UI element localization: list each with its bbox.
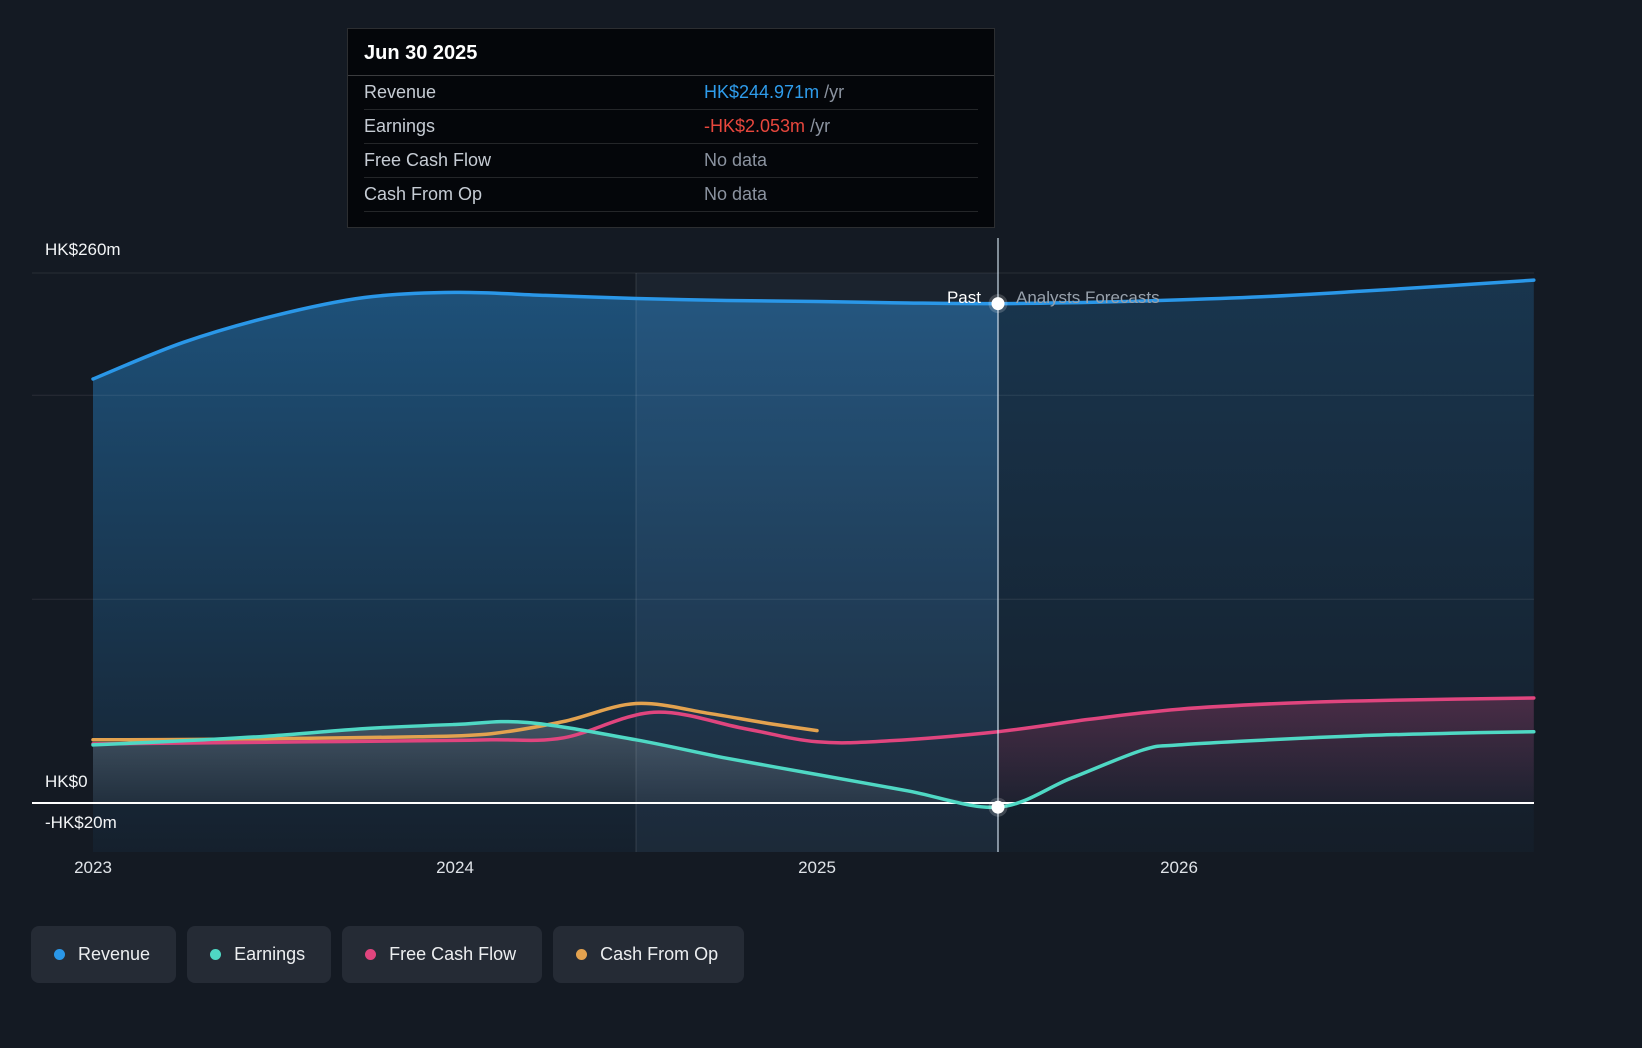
chart-legend: Revenue Earnings Free Cash Flow Cash Fro… [31, 926, 745, 983]
tooltip-date: Jun 30 2025 [348, 29, 994, 76]
past-label: Past [946, 288, 981, 307]
x-axis-tick-2025: 2025 [798, 858, 836, 877]
tooltip-label-free-cash-flow: Free Cash Flow [364, 150, 492, 170]
legend-label-free-cash-flow: Free Cash Flow [389, 944, 517, 964]
tooltip-suffix-earnings: /yr [805, 116, 831, 136]
tooltip-label-revenue: Revenue [364, 82, 437, 102]
analysts-forecasts-label: Analysts Forecasts [1016, 288, 1160, 307]
revenue-area-past [93, 292, 998, 852]
tooltip-row-revenue: Revenue HK$244.971m /yr [364, 76, 978, 110]
y-axis-label-min: -HK$20m [45, 813, 117, 832]
earnings-line [91, 719, 1536, 810]
tooltip-value-revenue: HK$244.971m [704, 82, 820, 102]
cash-from-op-dot-icon [576, 949, 588, 960]
free-cash-flow-area-forecast [998, 698, 1534, 803]
tooltip-row-cash-from-op: Cash From Op No data [364, 178, 978, 212]
earnings-marker-dot [991, 800, 1005, 814]
legend-item-earnings[interactable]: Earnings [187, 926, 332, 983]
tooltip-row-earnings: Earnings -HK$2.053m /yr [364, 110, 978, 144]
legend-label-revenue: Revenue [78, 944, 151, 964]
x-axis-tick-2023: 2023 [74, 858, 112, 877]
tooltip-value-free-cash-flow: No data [704, 150, 768, 170]
revenue-dot-icon [54, 949, 65, 960]
y-axis-label-zero: HK$0 [45, 772, 88, 791]
x-axis-tick-2024: 2024 [436, 858, 474, 877]
revenue-marker-dot [991, 297, 1005, 311]
tooltip-value-earnings: -HK$2.053m [704, 116, 806, 136]
tooltip-row-free-cash-flow: Free Cash Flow No data [364, 144, 978, 178]
tooltip-value-cash-from-op: No data [704, 184, 768, 204]
free-cash-flow-dot-icon [365, 949, 377, 960]
revenue-line [91, 278, 1536, 381]
legend-item-free-cash-flow[interactable]: Free Cash Flow [342, 926, 543, 983]
tooltip-suffix-revenue: /yr [819, 82, 845, 102]
tooltip-label-earnings: Earnings [364, 116, 436, 136]
chart-tooltip: Jun 30 2025 Revenue HK$244.971m /yr Earn… [347, 28, 995, 228]
legend-label-earnings: Earnings [234, 944, 306, 964]
legend-item-revenue[interactable]: Revenue [31, 926, 177, 983]
free-cash-flow-line [91, 696, 1536, 746]
x-axis-tick-2026: 2026 [1160, 858, 1198, 877]
y-axis-label-max: HK$260m [45, 240, 121, 259]
legend-label-cash-from-op: Cash From Op [600, 944, 719, 964]
earnings-dot-icon [210, 949, 222, 960]
tooltip-label-cash-from-op: Cash From Op [364, 184, 483, 204]
legend-item-cash-from-op[interactable]: Cash From Op [553, 926, 745, 983]
